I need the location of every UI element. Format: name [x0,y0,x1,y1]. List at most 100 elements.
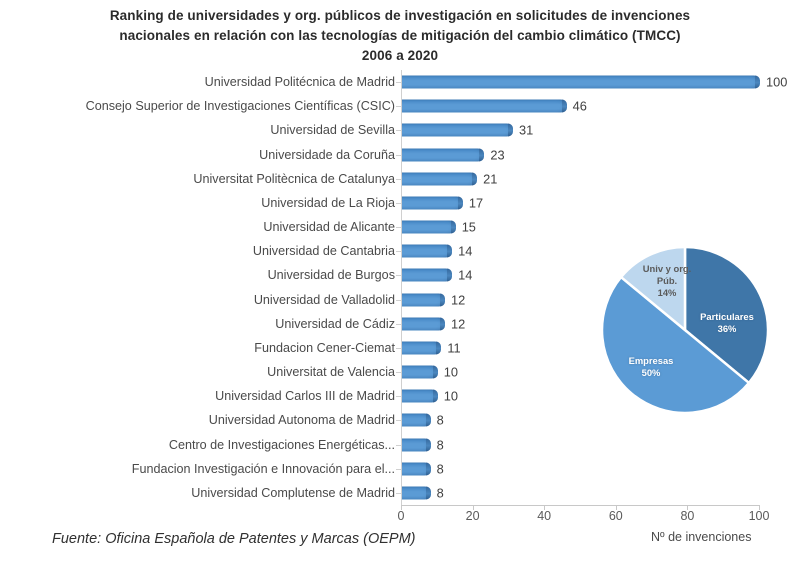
bar[interactable] [402,268,453,282]
pie-slice-univ-y-org-p-b[interactable] [619,245,687,333]
bar[interactable] [402,413,431,427]
x-axis-tick-mark [759,505,760,510]
y-axis-tick [396,251,401,253]
x-axis-line [401,505,759,506]
x-axis-tick-label: 60 [608,509,623,523]
bar-row: Universitat de Valencia 10 [0,360,800,384]
y-axis-tick [396,420,401,422]
bar-category-label: Universidad Politécnica de Madrid [204,75,395,90]
y-axis-tick [396,468,401,470]
x-axis-tick-label: 0 [397,509,405,523]
bar-value-label: 12 [450,292,466,308]
bar[interactable] [402,75,760,89]
bar[interactable] [402,148,485,162]
bar-end-cap [425,486,431,500]
bar-row: Universidad de Cantabria 14 [0,239,800,263]
x-axis-tick-mark [615,505,617,510]
x-axis-tick-mark [687,505,689,510]
pie-slice-name-univ-line2: Púb. [656,275,678,286]
bar-category-label: Universidad de Cantabria [252,244,395,259]
bar[interactable] [402,438,431,452]
bar-row: Universidad de Burgos 14 [0,263,800,287]
bar-category-label: Universidad de Cádiz [275,316,395,331]
y-axis-tick [396,178,401,180]
y-axis-tick [396,227,401,229]
x-axis-title: Nº de invenciones [651,530,752,544]
bar-end-cap [479,148,485,162]
bar-value-label: 31 [518,122,534,138]
y-axis-tick [396,82,401,84]
bar-end-cap [507,123,513,137]
chart-title: Ranking de universidades y org. públicos… [60,6,740,66]
bar-category-label: Fundacion Cener-Ciemat [254,340,395,355]
bar-value-label: 17 [468,195,484,211]
bar-row: Universidad de Cádiz 12 [0,312,800,336]
bar-value-label: 12 [450,316,466,332]
bar-category-label: Universitat Politècnica de Catalunya [193,171,395,186]
y-axis-tick [396,154,401,156]
bar-end-cap [447,244,453,258]
bar-value-label: 11 [447,340,461,356]
bar[interactable] [402,196,463,210]
bar[interactable] [402,462,431,476]
y-axis-tick [396,396,401,398]
pie-slice-value-particulares: 36% [717,323,737,334]
bar-row: Universidad de Sevilla 31 [0,118,800,142]
x-axis-tick-label: 40 [537,509,552,523]
y-axis-tick [396,130,401,132]
bar[interactable] [402,244,453,258]
bar-row: Universidad de Valladolid 12 [0,288,800,312]
pie-slice-particulares[interactable] [683,245,770,385]
chart-title-line-2: nacionales en relación con las tecnologí… [119,28,681,43]
bar-end-cap [425,413,431,427]
bar-row: Consejo Superior de Investigaciones Cien… [0,94,800,118]
bar-end-cap [439,293,445,307]
y-axis-tick [396,299,401,301]
y-axis-tick [396,202,401,204]
bar-end-cap [457,196,463,210]
bar-value-label: 100 [766,74,788,90]
y-axis-tick [396,323,401,325]
bar-row: Universidad de La Rioja 17 [0,191,800,215]
bar[interactable] [402,220,456,234]
bar[interactable] [402,293,445,307]
pie-slice-empresas[interactable] [600,275,751,415]
bar-category-label: Fundacion Investigación e Innovación par… [131,461,395,476]
bar[interactable] [402,99,567,113]
bar-value-label: 14 [458,267,473,283]
bar-category-label: Universidade da Coruña [259,147,395,162]
bar-value-label: 14 [458,243,473,259]
bar[interactable] [402,389,438,403]
bar[interactable] [402,365,438,379]
bar-category-label: Universidad Complutense de Madrid [191,485,395,500]
bar-row: Universidade da Coruña 23 [0,143,800,167]
bar-value-label: 8 [436,461,444,477]
bar-value-label: 10 [443,364,459,380]
bar[interactable] [402,172,478,186]
bar-value-label: 8 [436,437,444,453]
bar-category-label: Universitat de Valencia [267,365,395,380]
pie-chart: Particulares 36% Empresas 50% Univ y org… [600,245,770,415]
source-note: Fuente: Oficina Española de Patentes y M… [52,531,416,547]
bar-row: Universidad Complutense de Madrid 8 [0,481,800,505]
pie-slice-name-particulares: Particulares [700,311,754,322]
y-axis-tick [396,372,401,374]
pie-slice-label-univ-y-org-pub: Univ y org. Púb. 14% [628,263,706,299]
bar[interactable] [402,486,431,500]
bar-end-cap [436,341,442,355]
bar-end-cap [432,365,438,379]
bar-end-cap [472,172,478,186]
pie-slice-label-particulares: Particulares 36% [688,311,766,335]
bar-category-label: Universidad de La Rioja [261,195,395,210]
pie-chart-svg [600,245,770,415]
bar-end-cap [755,75,760,89]
bar-value-label: 23 [490,147,505,163]
bar-value-label: 21 [483,171,498,187]
y-axis-tick [396,275,401,277]
bar-row: Universidad Politécnica de Madrid 100 [0,70,800,94]
bar-value-label: 8 [436,485,444,501]
bar-category-label: Consejo Superior de Investigaciones Cien… [85,99,395,114]
bar[interactable] [402,341,442,355]
bar[interactable] [402,317,445,331]
bar[interactable] [402,123,513,137]
